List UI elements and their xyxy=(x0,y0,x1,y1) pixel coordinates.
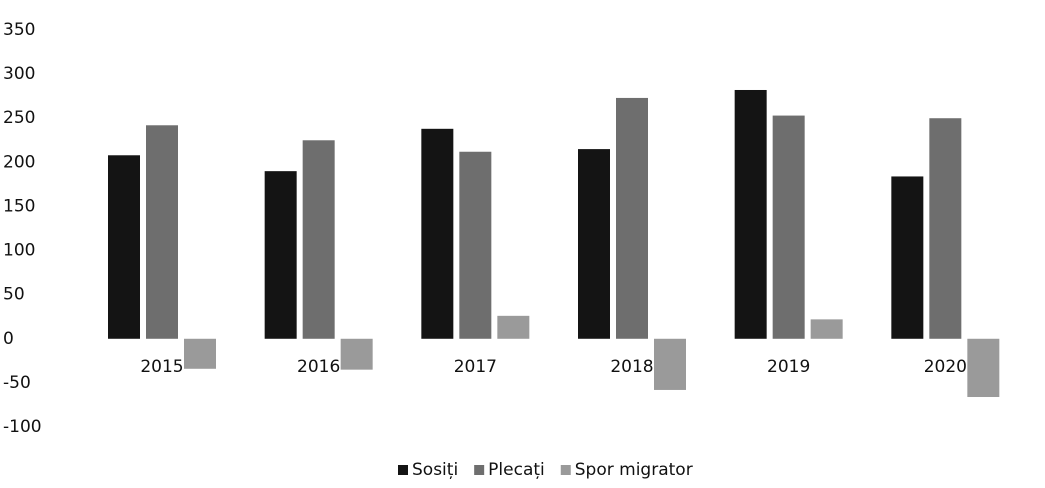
y-tick-label: 150 xyxy=(3,196,35,216)
bar xyxy=(302,140,335,339)
bar xyxy=(578,149,610,339)
y-tick-label: -50 xyxy=(3,373,31,393)
legend-swatch xyxy=(560,465,571,475)
bar xyxy=(146,125,178,339)
legend-label: Sosiți xyxy=(412,460,458,480)
y-tick-label: 0 xyxy=(3,329,14,349)
bar xyxy=(264,171,297,339)
x-tick-label: 2020 xyxy=(924,357,967,377)
x-tick-label: 2015 xyxy=(140,357,183,377)
bar xyxy=(734,89,767,339)
bar xyxy=(108,155,140,339)
bar xyxy=(654,338,686,390)
legend-swatch xyxy=(474,465,485,475)
x-tick-label: 2018 xyxy=(610,357,653,377)
x-tick-label: 2019 xyxy=(767,357,810,377)
bar xyxy=(340,338,373,370)
bar xyxy=(616,97,648,339)
bar xyxy=(184,338,216,369)
legend-swatch xyxy=(398,465,408,475)
bar xyxy=(459,151,492,339)
bar xyxy=(497,315,530,339)
legend-label: Spor migrator xyxy=(575,460,693,480)
y-tick-label: 50 xyxy=(3,285,25,305)
x-tick-label: 2017 xyxy=(454,357,497,377)
y-tick-label: 200 xyxy=(3,152,35,172)
bar xyxy=(929,118,962,339)
y-tick-label: 300 xyxy=(3,64,35,84)
bar xyxy=(967,338,1000,398)
y-tick-label: 100 xyxy=(3,241,35,261)
bar xyxy=(810,319,843,339)
y-tick-label: 350 xyxy=(3,20,35,40)
legend-label: Plecați xyxy=(488,460,545,480)
bar xyxy=(421,128,454,339)
bar xyxy=(772,115,805,339)
x-tick-label: 2016 xyxy=(297,357,340,377)
bar xyxy=(891,176,924,339)
y-tick-label: 250 xyxy=(3,108,35,128)
y-tick-label: -100 xyxy=(3,417,42,437)
